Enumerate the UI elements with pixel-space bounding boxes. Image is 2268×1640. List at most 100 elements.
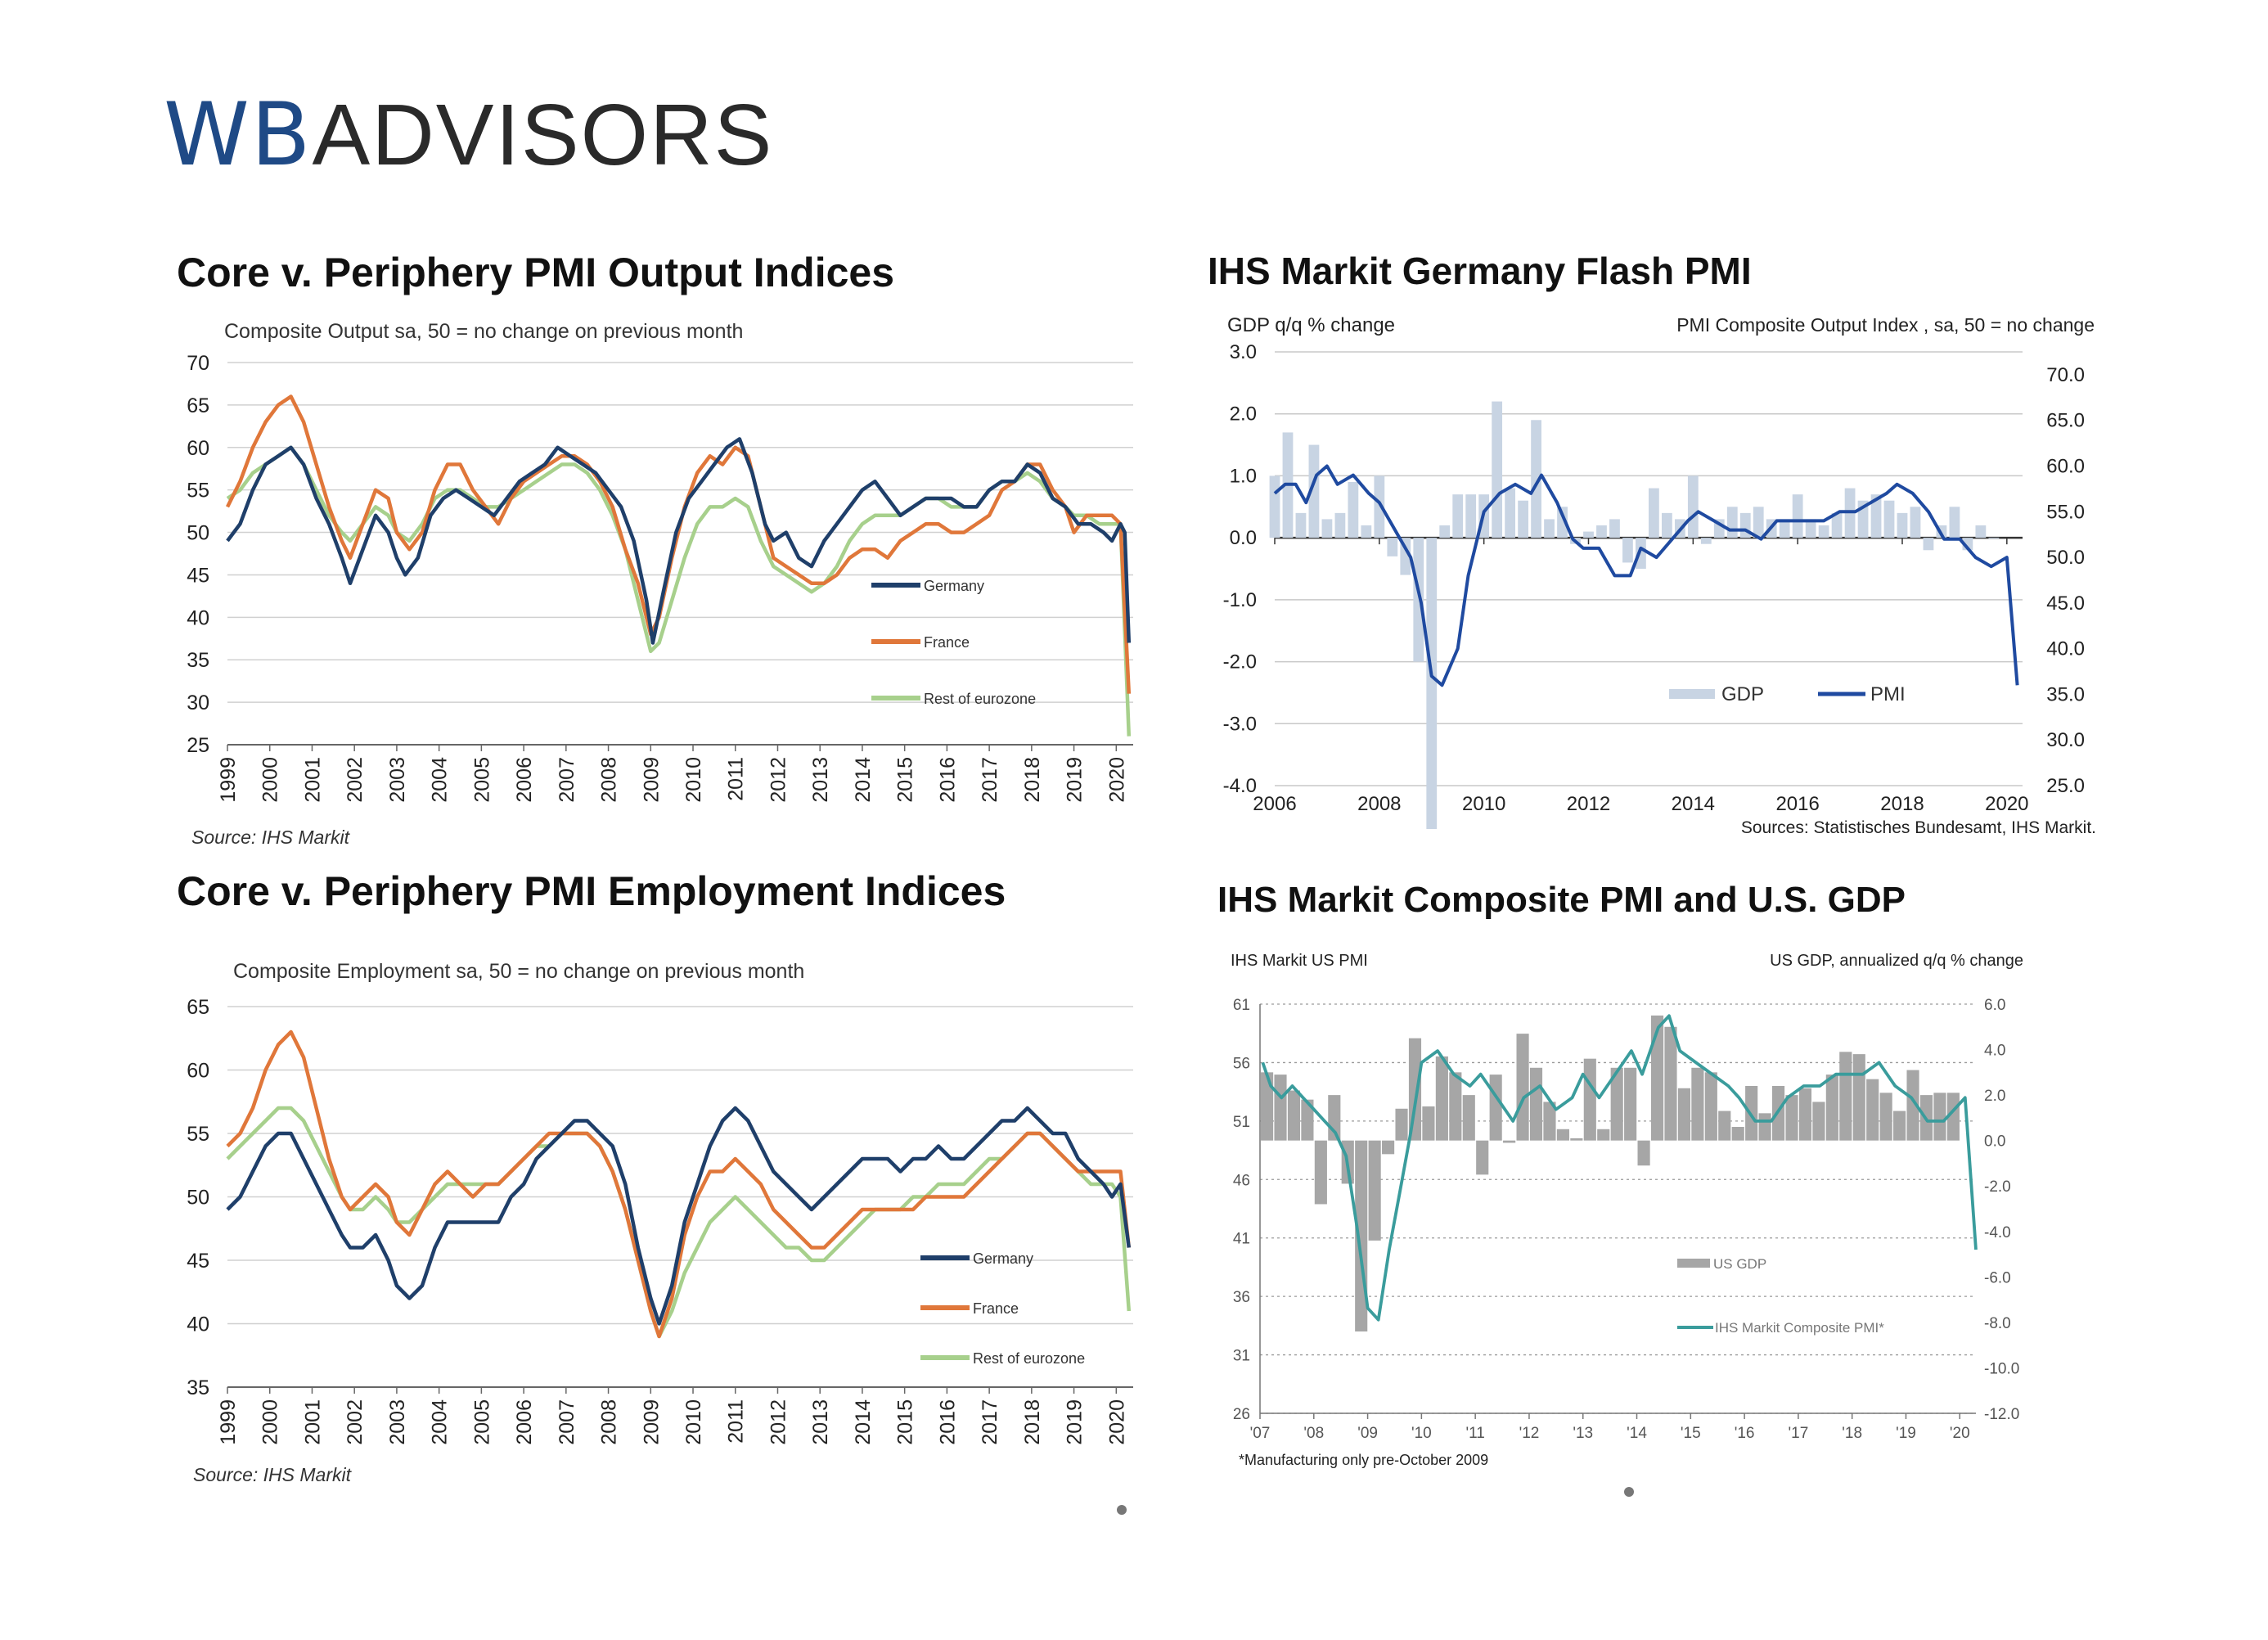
right-tick-label: -2.0 <box>1984 1178 2011 1196</box>
x-tick-label: 2016 <box>936 757 959 803</box>
gdp-bar <box>1557 507 1568 538</box>
x-tick-label: 2008 <box>598 757 621 803</box>
x-tick-label: '07 <box>1250 1425 1271 1442</box>
gdp-bar <box>1544 519 1555 538</box>
legend-label-us-pmi: IHS Markit Composite PMI* <box>1715 1320 1884 1336</box>
us-pmi-line <box>1261 1014 1978 1322</box>
gdp-bar <box>1910 507 1921 538</box>
y-tick-label: 45 <box>187 1250 209 1273</box>
right-tick-label: 70.0 <box>2046 364 2085 386</box>
chart-subtitle: Composite Employment sa, 50 = no change … <box>233 960 804 983</box>
left-axis-label: GDP q/q % change <box>1227 314 1395 336</box>
page-dot <box>1624 1487 1634 1497</box>
brand-logo: WBADVISORS <box>164 92 773 179</box>
chart-subtitle: Composite Output sa, 50 = no change on p… <box>224 320 743 343</box>
x-tick-label: 2013 <box>809 1399 832 1445</box>
chart3-title: Core v. Periphery PMI Employment Indices <box>177 868 1006 914</box>
right-axis-label: US GDP, annualized q/q % change <box>1770 952 2023 970</box>
x-tick-label: 2000 <box>259 1399 282 1445</box>
right-tick-label: -8.0 <box>1984 1315 2011 1332</box>
x-tick-label: 2006 <box>513 1399 536 1445</box>
left-tick-label: 26 <box>1233 1406 1250 1423</box>
right-tick-label: -12.0 <box>1984 1406 2019 1423</box>
page-dot <box>1117 1505 1127 1515</box>
x-tick-label: 2008 <box>1357 793 1401 815</box>
x-tick-label: '09 <box>1357 1425 1378 1442</box>
left-tick-label: -4.0 <box>1223 775 1257 797</box>
y-tick-label: 55 <box>187 480 209 502</box>
x-tick-label: '15 <box>1681 1425 1701 1442</box>
gdp-bar <box>1870 494 1882 538</box>
gdp-bar <box>1700 538 1712 544</box>
gdp-bar <box>1949 507 1960 538</box>
x-tick-label: 2008 <box>598 1399 621 1445</box>
series-line-france <box>225 394 1132 694</box>
right-tick-label: 60.0 <box>2046 455 2085 477</box>
chart2-title: IHS Markit Germany Flash PMI <box>1208 250 1752 292</box>
series-line-germany <box>226 437 1132 645</box>
gdp-bar <box>1923 538 1934 551</box>
legend-swatch-gdp <box>1669 689 1715 699</box>
us-gdp-bar <box>1556 1129 1569 1141</box>
left-tick-label: 36 <box>1233 1289 1250 1306</box>
gdp-bar <box>1583 531 1594 538</box>
right-tick-label: 50.0 <box>2046 547 2085 569</box>
x-tick-label: 2020 <box>1985 793 2028 815</box>
x-tick-label: 2015 <box>894 757 917 803</box>
gdp-bar <box>1726 507 1738 538</box>
y-tick-label: 35 <box>187 649 209 672</box>
us-gdp-bar <box>1570 1138 1583 1141</box>
right-tick-label: 0.0 <box>1984 1133 2005 1151</box>
us-gdp-bar <box>1677 1088 1690 1141</box>
us-gdp-bar <box>1691 1067 1704 1141</box>
x-tick-label: 2013 <box>809 757 832 803</box>
gdp-bar <box>1413 538 1424 662</box>
x-tick-label: 1999 <box>217 1399 240 1445</box>
right-tick-label: 40.0 <box>2046 638 2085 660</box>
gdp-bar <box>1818 525 1829 538</box>
gdp-bar <box>1753 507 1764 538</box>
logo-bold: WB <box>164 84 313 185</box>
us-gdp-bar <box>1503 1140 1516 1143</box>
us-gdp-bar <box>1758 1113 1771 1141</box>
y-tick-label: 65 <box>187 996 209 1019</box>
us-gdp-bar <box>1382 1140 1395 1155</box>
us-gdp-bar <box>1637 1140 1650 1166</box>
series-line-france <box>226 1030 1132 1339</box>
left-tick-label: 56 <box>1233 1055 1250 1072</box>
right-axis-label: PMI Composite Output Index , sa, 50 = no… <box>1676 314 2095 336</box>
x-tick-label: 2011 <box>725 757 748 801</box>
gdp-bar <box>1792 494 1803 538</box>
y-tick-label: 25 <box>187 734 209 757</box>
us-gdp-bar <box>1731 1127 1744 1141</box>
gdp-bar <box>1661 512 1672 538</box>
gdp-bar <box>1374 475 1385 538</box>
x-tick-label: 2014 <box>852 757 875 803</box>
left-tick-label: 2.0 <box>1230 403 1257 426</box>
gdp-bar <box>1361 525 1372 538</box>
gdp-bar <box>1636 538 1646 569</box>
x-tick-label: 2018 <box>1021 1399 1044 1445</box>
x-tick-label: 2020 <box>1105 757 1128 803</box>
chart4-title: IHS Markit Composite PMI and U.S. GDP <box>1217 880 1906 920</box>
legend-label-france: France <box>924 634 970 651</box>
us-gdp-bar <box>1529 1067 1543 1141</box>
x-tick-label: '08 <box>1303 1425 1324 1442</box>
x-tick-label: 2000 <box>259 757 282 803</box>
legend-label-germany: Germany <box>924 578 984 594</box>
left-tick-label: -1.0 <box>1223 589 1257 611</box>
x-tick-label: 2017 <box>979 1399 1001 1445</box>
x-tick-label: 2007 <box>556 757 578 803</box>
x-tick-label: 2004 <box>429 757 452 803</box>
x-tick-label: 2020 <box>1105 1399 1128 1445</box>
left-axis-label: IHS Markit US PMI <box>1231 952 1368 970</box>
us-gdp-bar <box>1435 1056 1448 1141</box>
gdp-bar <box>1465 494 1477 538</box>
right-tick-label: 35.0 <box>2046 683 2085 705</box>
chart-source: Source: IHS Markit <box>193 1464 353 1481</box>
y-tick-label: 40 <box>187 1313 209 1336</box>
chart-employment-indices: Composite Employment sa, 50 = no change … <box>187 960 1133 1481</box>
us-gdp-bar <box>1301 1099 1314 1141</box>
x-tick-label: '12 <box>1519 1425 1540 1442</box>
us-gdp-bar <box>1462 1095 1475 1141</box>
